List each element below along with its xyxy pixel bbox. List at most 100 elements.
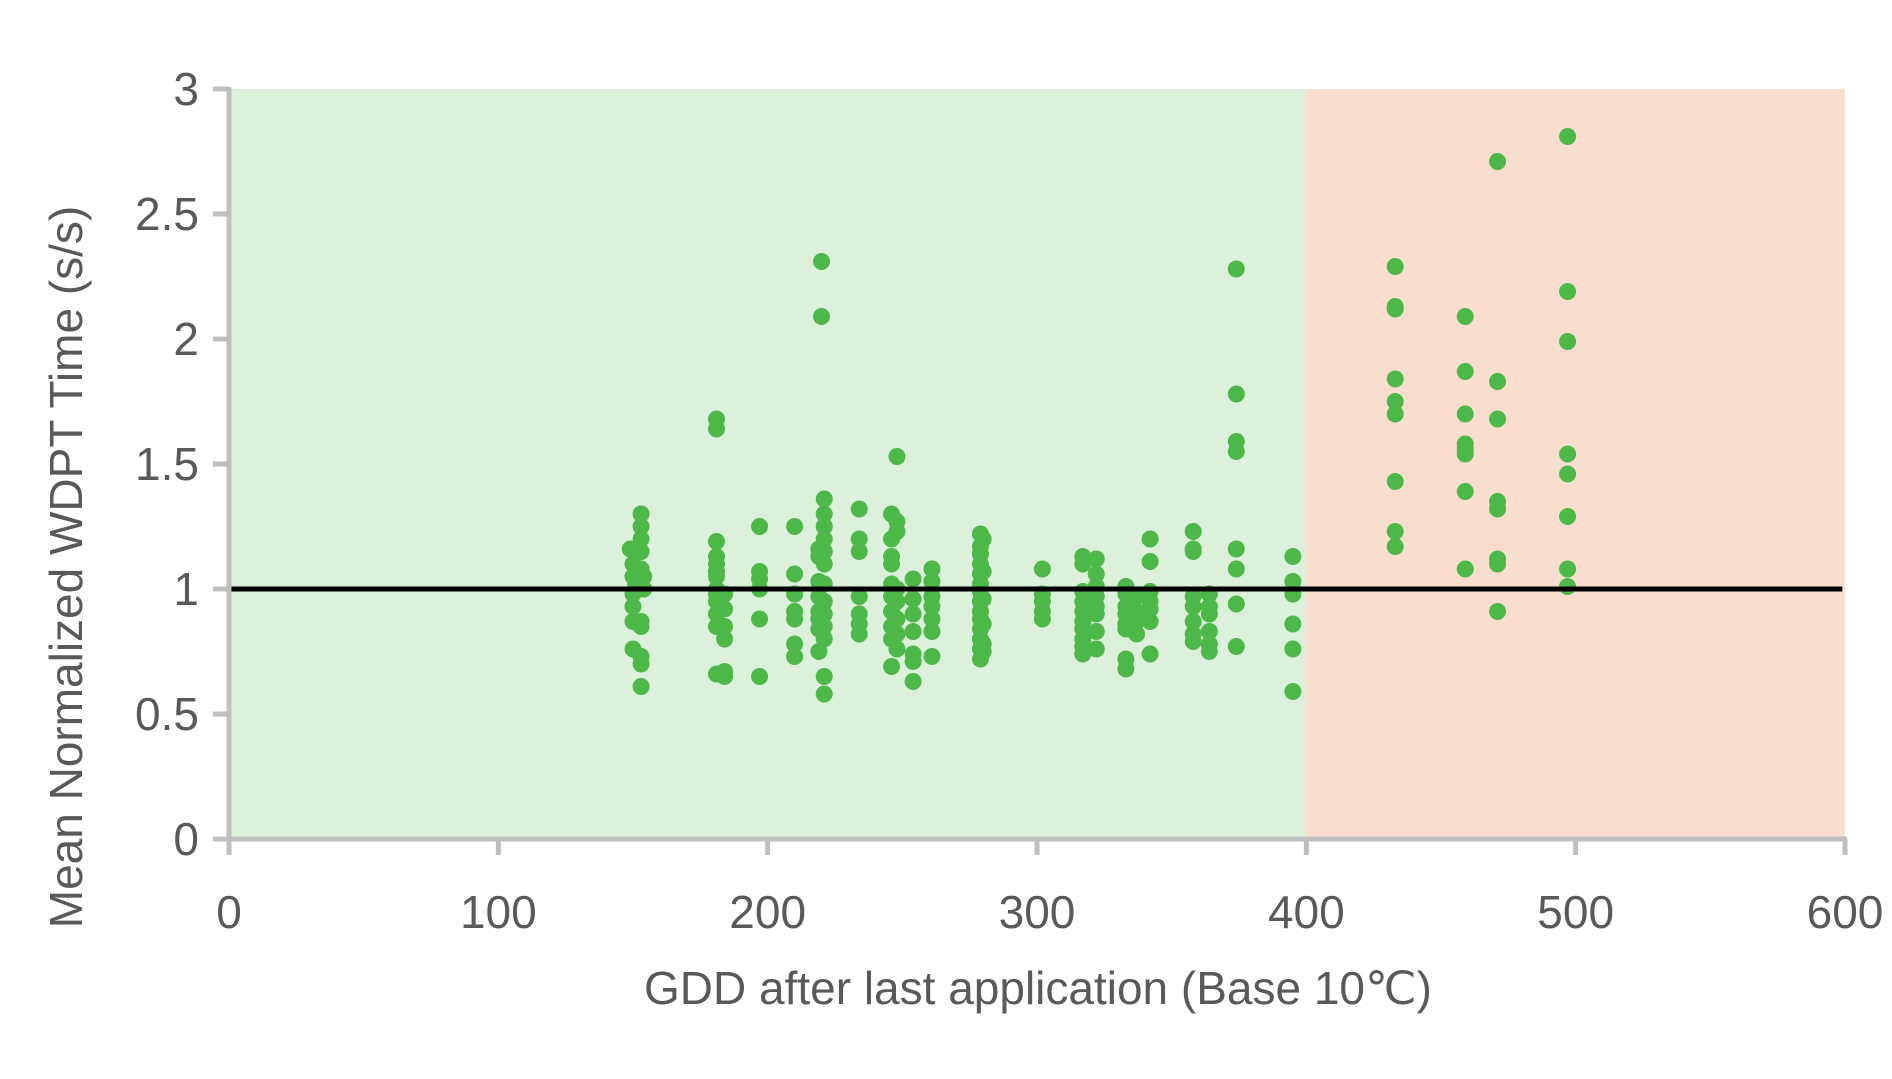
data-point xyxy=(786,610,804,628)
data-point xyxy=(974,530,992,548)
data-point xyxy=(1456,445,1474,463)
data-point xyxy=(850,625,868,643)
data-point xyxy=(1227,595,1245,613)
data-point xyxy=(1227,443,1245,460)
data-point xyxy=(974,643,992,660)
data-point xyxy=(1128,588,1146,605)
data-point xyxy=(923,610,941,628)
data-point xyxy=(815,685,833,703)
data-point xyxy=(635,568,653,585)
data-point xyxy=(888,640,906,658)
data-point xyxy=(815,518,833,535)
data-point xyxy=(1227,385,1245,403)
data-point xyxy=(883,658,901,675)
data-point xyxy=(815,593,833,610)
data-point xyxy=(716,668,734,685)
data-point xyxy=(904,590,922,608)
data-point xyxy=(850,588,868,605)
data-point xyxy=(815,605,833,623)
data-point xyxy=(1489,373,1507,390)
data-point xyxy=(707,420,725,438)
data-point xyxy=(1386,370,1404,388)
data-point xyxy=(1128,625,1146,643)
data-point xyxy=(815,530,833,548)
data-point xyxy=(974,590,992,608)
data-point xyxy=(904,673,922,690)
data-point xyxy=(1284,548,1302,565)
data-point xyxy=(1128,613,1146,630)
data-point xyxy=(813,308,831,325)
data-point xyxy=(1386,300,1404,318)
data-point xyxy=(1489,500,1507,518)
data-point xyxy=(813,253,831,270)
data-point xyxy=(904,605,922,623)
data-point xyxy=(1184,598,1202,615)
y-tick-label: 1.5 xyxy=(135,438,199,490)
data-point xyxy=(1087,623,1105,640)
data-point xyxy=(786,635,804,653)
x-tick-label: 400 xyxy=(1268,886,1345,938)
x-tick-label: 0 xyxy=(216,886,242,938)
data-point xyxy=(1284,640,1302,658)
data-point xyxy=(888,625,906,643)
data-point xyxy=(1184,633,1202,650)
data-point xyxy=(1184,613,1202,630)
data-point xyxy=(1559,465,1577,483)
data-point xyxy=(1456,560,1474,578)
data-point xyxy=(1227,560,1245,578)
data-point xyxy=(815,618,833,635)
data-point xyxy=(1087,565,1105,583)
data-point xyxy=(751,668,769,685)
data-point xyxy=(815,505,833,523)
data-point xyxy=(707,568,725,585)
data-point xyxy=(786,518,804,535)
data-point xyxy=(1141,553,1159,570)
data-point xyxy=(1489,603,1507,620)
data-point xyxy=(1559,128,1577,145)
data-point xyxy=(1074,645,1092,663)
data-point xyxy=(1284,573,1302,590)
data-point xyxy=(815,630,833,648)
data-point xyxy=(1456,405,1474,423)
data-point xyxy=(632,543,650,560)
data-point xyxy=(1141,613,1159,630)
data-point xyxy=(1386,405,1404,423)
data-point xyxy=(923,623,941,640)
data-point xyxy=(1087,550,1105,568)
axis-ticks: 0 0.5 1 1.5 2 2.5 3 0 100 200 300 400 500 600 xyxy=(135,63,1883,938)
data-point xyxy=(1200,623,1218,640)
data-point xyxy=(1087,640,1105,658)
data-point xyxy=(904,653,922,670)
y-tick-label: 3 xyxy=(173,63,199,115)
data-point xyxy=(1489,555,1507,573)
y-tick-label: 0.5 xyxy=(135,688,199,740)
data-point xyxy=(751,610,769,628)
data-point xyxy=(1227,260,1245,278)
data-point xyxy=(716,618,734,635)
data-point xyxy=(632,678,650,695)
data-point xyxy=(1559,333,1577,350)
data-point xyxy=(888,610,906,628)
data-point xyxy=(1386,258,1404,275)
data-point xyxy=(1033,560,1051,578)
data-point xyxy=(632,618,650,635)
data-point xyxy=(1559,508,1577,525)
data-point xyxy=(923,573,941,590)
data-point xyxy=(904,623,922,640)
data-point xyxy=(974,615,992,633)
background-regions xyxy=(229,89,1845,839)
y-tick-label: 2 xyxy=(173,313,199,365)
data-point xyxy=(632,530,650,548)
data-point xyxy=(1117,660,1135,678)
data-point xyxy=(923,648,941,665)
data-point xyxy=(1227,638,1245,655)
data-point xyxy=(1184,543,1202,560)
data-point xyxy=(815,668,833,685)
region-0 xyxy=(229,89,1307,839)
y-axis-title: Mean Normalized WDPT Time (s/s) xyxy=(40,206,92,929)
data-point xyxy=(786,648,804,665)
data-point xyxy=(1141,600,1159,618)
data-point xyxy=(1200,643,1218,660)
x-tick-label: 100 xyxy=(460,886,537,938)
